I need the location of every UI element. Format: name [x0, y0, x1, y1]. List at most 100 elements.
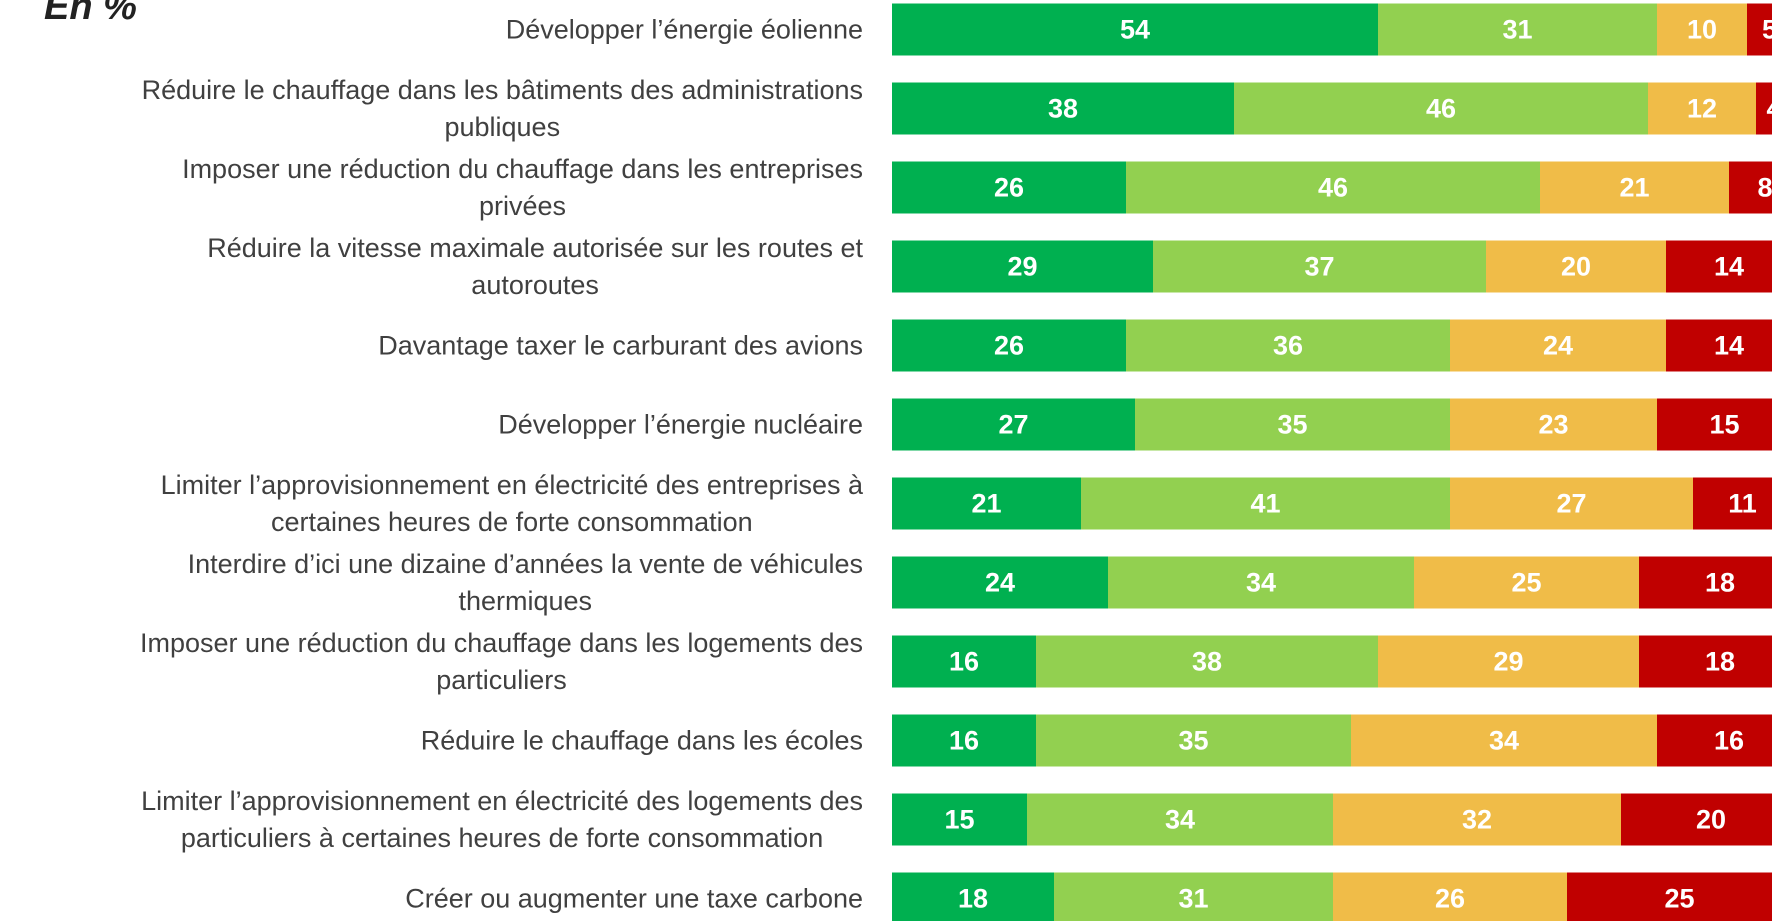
bar-segment [1693, 477, 1772, 530]
value-label: 27 [1556, 489, 1586, 519]
bar-segment [1657, 3, 1747, 56]
category-label: Limiter l’approvisionnement en électrici… [160, 469, 863, 537]
bar-segment [1036, 635, 1378, 688]
value-label: 29 [1007, 252, 1037, 282]
bar-segment [1486, 240, 1666, 293]
bar-segment [1567, 872, 1772, 921]
value-label: 38 [1048, 94, 1078, 124]
value-label: 26 [994, 331, 1024, 361]
bar-segment [1333, 872, 1567, 921]
bar-segment [1378, 635, 1639, 688]
value-label: 35 [1277, 410, 1307, 440]
bar-segment [1027, 793, 1333, 846]
bar-segment [892, 82, 1234, 135]
bar-segment [1333, 793, 1621, 846]
bar-segment [1126, 319, 1450, 372]
value-label: 15 [944, 805, 974, 835]
value-label: 14 [1714, 331, 1744, 361]
category-label: Développer l’énergie éolienne [505, 14, 863, 44]
bar-segment [1351, 714, 1657, 767]
value-label: 26 [1435, 884, 1465, 914]
bar-segment [1126, 161, 1540, 214]
category-label: Imposer une réduction du chauffage dans … [140, 627, 863, 695]
bar-segment [1234, 82, 1648, 135]
value-label: 25 [1511, 568, 1541, 598]
value-label: 46 [1426, 94, 1456, 124]
bar-segment [892, 161, 1126, 214]
bar-segment [1756, 82, 1772, 135]
value-label: 29 [1493, 647, 1523, 677]
value-label: 34 [1246, 568, 1276, 598]
value-label: 54 [1120, 15, 1150, 45]
bar-segment [892, 240, 1153, 293]
category-label: Interdire d’ici une dizaine d’années la … [187, 548, 863, 616]
bar-segment [1657, 714, 1772, 767]
value-label: 21 [1619, 173, 1649, 203]
bar-segment [1414, 556, 1639, 609]
value-label: 16 [1714, 726, 1744, 756]
bar-segment [1450, 477, 1693, 530]
bar-segment [1081, 477, 1450, 530]
bar-segment [892, 398, 1135, 451]
value-label: 11 [1728, 489, 1757, 519]
category-label: Réduire la vitesse maximale autorisée su… [207, 232, 863, 300]
bar-segment [1747, 3, 1772, 56]
value-label: 23 [1538, 410, 1568, 440]
bar-segment [892, 3, 1378, 56]
bar-segment [1540, 161, 1729, 214]
value-label: 21 [971, 489, 1001, 519]
bar-segment [1135, 398, 1450, 451]
value-label: 12 [1687, 94, 1717, 124]
bar-segment [1450, 398, 1657, 451]
bar-segment [1036, 714, 1351, 767]
value-label: 15 [1709, 410, 1739, 440]
value-label: 31 [1178, 884, 1208, 914]
bar-segment [1729, 161, 1772, 214]
chart-title: En % [44, 0, 137, 28]
value-label: 37 [1304, 252, 1334, 282]
bar-segment [1153, 240, 1486, 293]
value-label: 46 [1318, 173, 1348, 203]
value-label: 5 [1762, 15, 1772, 45]
bar-segment [892, 872, 1054, 921]
value-label: 36 [1273, 331, 1303, 361]
bar-segment [892, 635, 1036, 688]
category-label: Limiter l’approvisionnement en électrici… [141, 785, 863, 853]
value-label: 35 [1178, 726, 1208, 756]
value-label: 18 [1705, 647, 1735, 677]
category-label: Davantage taxer le carburant des avions [378, 330, 863, 360]
value-label: 24 [1543, 331, 1573, 361]
bar-segment [1108, 556, 1414, 609]
bar-segment [1639, 635, 1772, 688]
category-label: Réduire le chauffage dans les écoles [420, 725, 863, 755]
bar-segment [1648, 82, 1756, 135]
value-label: 4 [1766, 94, 1772, 124]
bar-segment [1054, 872, 1333, 921]
value-label: 18 [958, 884, 988, 914]
bar-segment [892, 556, 1108, 609]
value-label: 38 [1192, 647, 1222, 677]
value-label: 34 [1165, 805, 1195, 835]
category-label: Créer ou augmenter une taxe carbone [405, 883, 863, 913]
value-label: 25 [1664, 884, 1694, 914]
bar-segment [892, 714, 1036, 767]
value-label: 16 [949, 647, 979, 677]
value-label: 18 [1705, 568, 1735, 598]
value-label: 27 [998, 410, 1028, 440]
category-label: Développer l’énergie nucléaire [498, 409, 863, 439]
value-label: 14 [1714, 252, 1744, 282]
bar-segment [1378, 3, 1657, 56]
value-label: 34 [1489, 726, 1519, 756]
bar-segment [1639, 556, 1772, 609]
value-label: 24 [985, 568, 1015, 598]
bar-segment [892, 793, 1027, 846]
value-label: 10 [1687, 15, 1717, 45]
bar-segment [892, 319, 1126, 372]
value-label: 41 [1250, 489, 1280, 519]
bar-segment [1666, 319, 1772, 372]
value-label: 31 [1502, 15, 1532, 45]
bar-segment [1666, 240, 1772, 293]
value-label: 26 [994, 173, 1024, 203]
